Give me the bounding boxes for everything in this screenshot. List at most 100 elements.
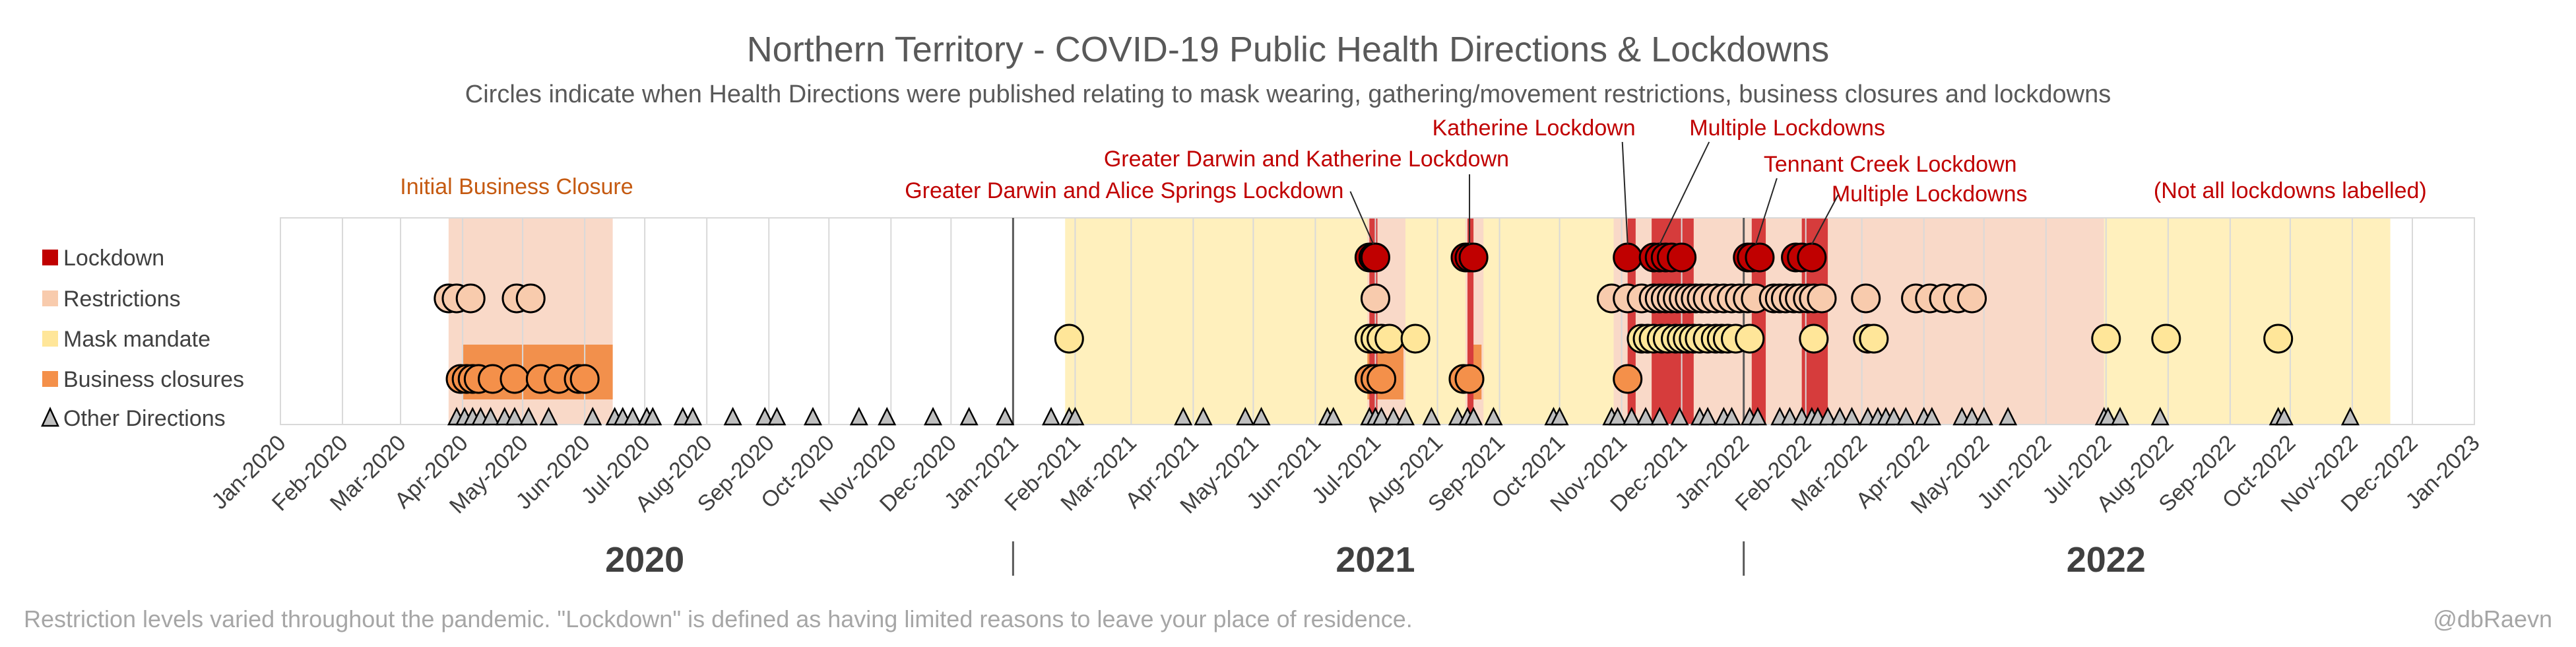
annotations: Initial Business Closure Greater Darwin a… [400, 116, 2427, 245]
point-other-direction [1550, 407, 1569, 426]
point-lockdown [1667, 242, 1697, 273]
annotation-leader-line [1811, 194, 1839, 245]
point-other-direction [1174, 407, 1193, 426]
point-other-direction [583, 407, 602, 426]
point-mask-mandate [1859, 324, 1889, 354]
point-other-direction [996, 407, 1015, 426]
legend-swatch [42, 290, 58, 306]
chart-subtitle: Circles indicate when Health Directions … [465, 81, 2111, 108]
footer-note: Restriction levels varied throughout the… [24, 605, 1413, 632]
legend: Lockdown Restrictions Mask mandate Business… [41, 246, 244, 431]
band-mask-mandate [2104, 218, 2391, 425]
legend-swatch [42, 371, 58, 387]
legend-label: Restrictions [63, 287, 181, 312]
year-label: 2022 [2067, 540, 2146, 580]
band-lockdown [1467, 218, 1474, 425]
point-other-direction [2274, 407, 2294, 426]
point-other-direction [1974, 407, 1993, 426]
legend-label: Other Directions [63, 406, 226, 431]
point-other-direction [683, 407, 702, 426]
point-mask-mandate [1374, 324, 1405, 354]
point-mask-mandate [1054, 324, 1084, 354]
point-mask-mandate [1799, 324, 1829, 354]
point-restrictions [1851, 283, 1881, 314]
point-other-direction [519, 407, 538, 426]
point-other-direction [1484, 407, 1503, 426]
point-other-direction [539, 407, 558, 426]
point-business-closures [1367, 364, 1397, 394]
annotation-label: Initial Business Closure [400, 174, 633, 199]
point-other-direction [2098, 407, 2117, 426]
point-other-direction [1884, 407, 1904, 426]
legend-triangle-icon [41, 407, 59, 427]
point-business-closures [499, 364, 530, 394]
point-other-direction [1464, 407, 1483, 426]
chart-title: Northern Territory - COVID-19 Public Hea… [747, 30, 1830, 69]
point-other-direction [1842, 407, 1861, 426]
point-restrictions [1957, 283, 1987, 314]
point-other-direction [1372, 407, 1391, 426]
point-other-direction [1252, 407, 1271, 426]
point-other-direction [481, 407, 500, 426]
point-other-direction [1622, 407, 1641, 426]
point-restrictions [1807, 283, 1837, 314]
band-mask-mandate [1065, 218, 1614, 425]
point-other-direction [1650, 407, 1669, 426]
annotation-leader-line [1349, 191, 1374, 245]
point-other-direction [878, 407, 897, 426]
point-lockdown [1360, 242, 1390, 273]
year-label: 2021 [1336, 540, 1415, 580]
point-other-direction [623, 407, 642, 426]
point-other-direction [803, 407, 823, 426]
annotation-label: Greater Darwin and Alice Springs Lockdow… [905, 178, 1343, 203]
annotation-label: Multiple Lockdowns [1689, 116, 1885, 141]
point-other-direction [505, 407, 524, 426]
point-mask-mandate [2263, 324, 2294, 354]
annotation-label: Greater Darwin and Katherine Lockdown [1104, 147, 1509, 172]
point-other-direction [1922, 407, 1941, 426]
point-restrictions [515, 283, 546, 314]
point-other-direction [1636, 407, 1656, 426]
footer-credit: @dbRaevn [2433, 605, 2552, 632]
point-other-direction [1698, 407, 1718, 426]
point-other-direction [1819, 407, 1838, 426]
point-business-closures [1454, 364, 1485, 394]
point-other-direction [959, 407, 979, 426]
point-other-direction [767, 407, 787, 426]
point-other-direction [1236, 407, 1255, 426]
point-other-direction [723, 407, 742, 426]
point-other-direction [2340, 407, 2360, 426]
point-other-direction [1670, 407, 1689, 426]
plot-area [280, 217, 2475, 576]
annotation-label: Katherine Lockdown [1433, 116, 1636, 141]
annotation-label: Tennant Creek Lockdown [1764, 152, 2017, 177]
legend-label: Lockdown [63, 246, 164, 271]
point-other-direction [756, 407, 775, 426]
point-mask-mandate [1735, 324, 1765, 354]
annotation-label: Multiple Lockdowns [1832, 182, 2028, 207]
point-lockdown [1458, 242, 1489, 273]
year-labels: 2020 2021 2022 [605, 540, 2146, 580]
point-restrictions [455, 283, 486, 314]
point-other-direction [1066, 407, 1085, 426]
x-axis-ticks: Jan-2020Feb-2020Mar-2020Apr-2020May-2020… [207, 430, 2485, 519]
point-other-direction [1396, 407, 1415, 426]
point-other-direction [849, 407, 868, 426]
annotation-leader-line [1659, 141, 1710, 245]
annotation-leader-line [1755, 178, 1778, 245]
point-other-direction [1608, 407, 1627, 426]
point-other-direction [1748, 407, 1767, 426]
annotation-leader-line [1621, 141, 1628, 245]
point-mask-mandate [2151, 324, 2181, 354]
point-other-direction [2111, 407, 2130, 426]
point-restrictions [1360, 283, 1390, 314]
point-lockdown [1613, 242, 1643, 273]
point-other-direction [1422, 407, 1441, 426]
legend-label: Mask mandate [63, 327, 210, 352]
point-other-direction [2150, 407, 2170, 426]
point-other-direction [1384, 407, 1403, 426]
point-mask-mandate [2091, 324, 2121, 354]
point-other-direction [1780, 407, 1799, 426]
legend-label: Business closures [63, 367, 244, 392]
point-lockdown [1797, 242, 1827, 273]
